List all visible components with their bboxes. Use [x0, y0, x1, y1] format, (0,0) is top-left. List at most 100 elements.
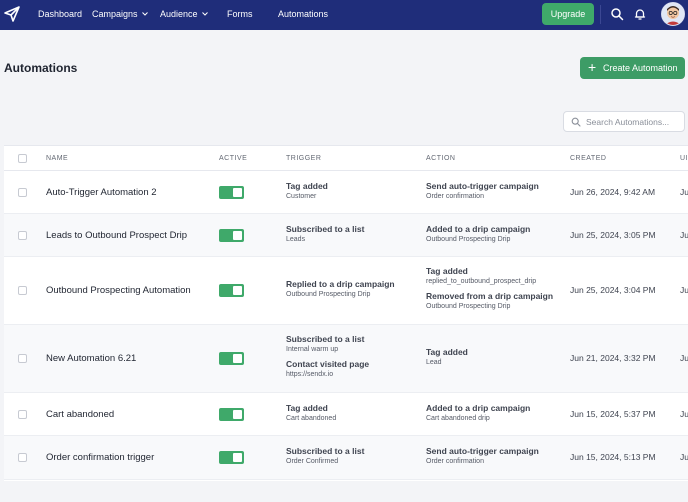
- toggle-knob: [233, 188, 242, 197]
- select-all-checkbox[interactable]: [18, 154, 27, 163]
- active-toggle[interactable]: [219, 229, 244, 242]
- action-title: Tag added: [426, 347, 468, 357]
- automation-name[interactable]: Leads to Outbound Prospect Drip: [46, 230, 188, 241]
- nav-item-campaigns-label: Campaigns: [92, 9, 138, 19]
- trigger-entry: Replied to a drip campaign Outbound Pros…: [286, 279, 395, 299]
- created-date: Jun 21, 2024, 3:32 PM: [570, 353, 656, 363]
- column-header-created[interactable]: CREATED: [570, 155, 607, 162]
- trigger-entry: Subscribed to a list Internal warm up: [286, 334, 364, 354]
- row-checkbox[interactable]: [18, 410, 27, 419]
- nav-divider: [600, 5, 601, 24]
- updated-date: Ju: [680, 409, 688, 419]
- table-row[interactable]: Cart abandoned Tag added Cart abandoned …: [4, 393, 688, 436]
- table-row[interactable]: New Automation 6.21 Subscribed to a list…: [4, 325, 688, 393]
- active-toggle[interactable]: [219, 284, 244, 297]
- nav-item-dashboard[interactable]: Dashboard: [38, 9, 83, 19]
- action-entry: Tag added replied_to_outbound_prospect_d…: [426, 266, 536, 286]
- active-toggle[interactable]: [219, 352, 244, 365]
- table-row[interactable]: Auto-Trigger Automation 2 Tag added Cust…: [4, 171, 688, 214]
- action-entry: Removed from a drip campaign Outbound Pr…: [426, 291, 553, 311]
- action-subtitle: Order confirmation: [426, 458, 484, 465]
- automation-name[interactable]: New Automation 6.21: [46, 353, 137, 364]
- active-toggle[interactable]: [219, 451, 244, 464]
- action-subtitle: replied_to_outbound_prospect_drip: [426, 278, 537, 285]
- create-automation-button[interactable]: + Create Automation: [580, 57, 685, 79]
- row-checkbox[interactable]: [18, 354, 27, 363]
- column-header-active[interactable]: ACTIVE: [219, 155, 248, 162]
- upgrade-button[interactable]: Upgrade: [542, 3, 594, 25]
- toggle-knob: [233, 453, 242, 462]
- search-field[interactable]: [563, 111, 685, 132]
- nav-item-automations[interactable]: Automations: [278, 9, 329, 19]
- trigger-title: Subscribed to a list: [286, 334, 365, 344]
- updated-date: Ju: [680, 230, 688, 240]
- paper-plane-logo-icon[interactable]: [3, 5, 21, 23]
- updated-date: Ju: [680, 353, 688, 363]
- chevron-down-icon: [201, 12, 208, 16]
- row-checkbox[interactable]: [18, 231, 27, 240]
- table-row[interactable]: Leads to Outbound Prospect Drip Subscrib…: [4, 214, 688, 257]
- row-checkbox[interactable]: [18, 188, 27, 197]
- automation-name[interactable]: Auto-Trigger Automation 2: [46, 187, 157, 198]
- avatar-face-icon: [662, 3, 684, 25]
- trigger-entry: Tag added Customer: [286, 181, 328, 201]
- trigger-subtitle: Order Confirmed: [286, 458, 339, 465]
- action-subtitle: Order confirmation: [426, 193, 484, 200]
- table-row[interactable]: Order confirmation trigger Subscribed to…: [4, 436, 688, 480]
- trigger-title: Tag added: [286, 181, 328, 191]
- action-entry: Send auto-trigger campaign Order confirm…: [426, 446, 539, 466]
- trigger-entry: Subscribed to a list Order Confirmed: [286, 446, 364, 466]
- row-checkbox[interactable]: [18, 453, 27, 462]
- toggle-knob: [233, 231, 242, 240]
- trigger-subtitle: Customer: [286, 193, 317, 200]
- action-subtitle: Cart abandoned drip: [426, 415, 490, 422]
- action-subtitle: Outbound Prospecting Drip: [426, 303, 511, 310]
- automation-name[interactable]: Order confirmation trigger: [46, 452, 155, 463]
- nav-item-audience[interactable]: Audience: [160, 9, 208, 19]
- trigger-entry: Contact visited page https://sendx.io: [286, 359, 369, 379]
- automation-name[interactable]: Outbound Prospecting Automation: [46, 285, 191, 296]
- trigger-subtitle: Leads: [286, 236, 306, 243]
- column-header-updated[interactable]: UI: [680, 155, 688, 162]
- plus-icon: +: [588, 59, 597, 75]
- nav-item-forms[interactable]: Forms: [227, 9, 253, 19]
- avatar[interactable]: [661, 2, 685, 26]
- column-header-trigger[interactable]: TRIGGER: [286, 155, 322, 162]
- column-header-action[interactable]: ACTION: [426, 155, 456, 162]
- action-title: Send auto-trigger campaign: [426, 446, 539, 456]
- column-header-name[interactable]: NAME: [46, 155, 69, 162]
- search-icon: [571, 117, 581, 127]
- trigger-title: Subscribed to a list: [286, 224, 365, 234]
- trigger-title: Tag added: [286, 403, 328, 413]
- automations-table: NAME ACTIVE TRIGGER ACTION CREATED UI Au…: [4, 145, 688, 481]
- created-date: Jun 15, 2024, 5:13 PM: [570, 452, 656, 462]
- created-date: Jun 26, 2024, 9:42 AM: [570, 187, 656, 197]
- toggle-knob: [233, 286, 242, 295]
- action-entry: Added to a drip campaign Outbound Prospe…: [426, 224, 530, 244]
- nav-item-campaigns[interactable]: Campaigns: [92, 9, 148, 19]
- page-title: Automations: [4, 61, 78, 75]
- action-subtitle: Outbound Prospecting Drip: [426, 236, 511, 243]
- updated-date: Ju: [680, 285, 688, 295]
- toggle-knob: [233, 410, 242, 419]
- action-title: Tag added: [426, 266, 468, 276]
- automation-name[interactable]: Cart abandoned: [46, 409, 115, 420]
- active-toggle[interactable]: [219, 408, 244, 421]
- action-title: Added to a drip campaign: [426, 224, 531, 234]
- create-automation-label: Create Automation: [603, 63, 678, 73]
- search-input[interactable]: [586, 114, 682, 129]
- trigger-title: Contact visited page: [286, 359, 370, 369]
- action-title: Added to a drip campaign: [426, 403, 531, 413]
- active-toggle[interactable]: [219, 186, 244, 199]
- trigger-subtitle: Outbound Prospecting Drip: [286, 291, 371, 298]
- search-icon[interactable]: [610, 7, 624, 21]
- table-row[interactable]: Outbound Prospecting Automation Replied …: [4, 257, 688, 325]
- bell-icon[interactable]: [633, 7, 647, 21]
- row-checkbox[interactable]: [18, 286, 27, 295]
- action-subtitle: Lead: [426, 359, 442, 366]
- created-date: Jun 25, 2024, 3:04 PM: [570, 285, 656, 295]
- trigger-title: Replied to a drip campaign: [286, 279, 395, 289]
- nav-item-audience-label: Audience: [160, 9, 198, 19]
- trigger-subtitle: Internal warm up: [286, 346, 339, 353]
- updated-date: Ju: [680, 187, 688, 197]
